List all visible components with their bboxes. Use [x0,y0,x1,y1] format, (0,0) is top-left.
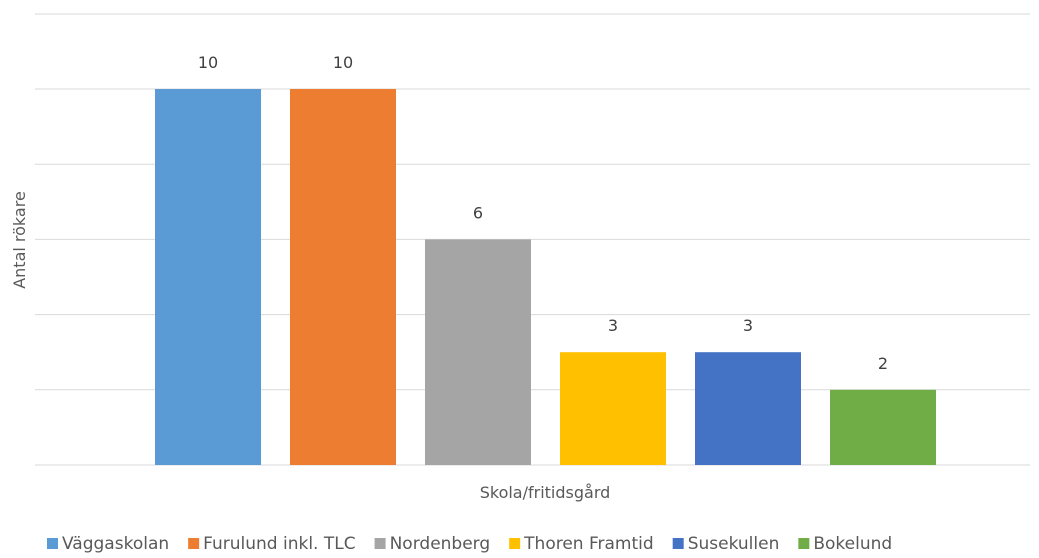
legend-item-1: Väggaskolan [47,534,169,554]
legend-swatch [374,538,386,549]
legend-swatch [509,538,521,549]
bars [155,89,936,465]
legend-swatch [798,538,810,549]
legend-label: Nordenberg [390,534,491,554]
data-label-5: 3 [743,316,753,335]
data-labels: 10 10 6 3 3 2 [198,53,888,373]
legend-swatch [47,538,58,549]
legend-item-3: Nordenberg [374,534,491,554]
legend-item-4: Thoren Framtid [509,534,654,554]
legend-item-6: Bokelund [798,534,892,554]
legend-swatch [188,538,200,549]
data-label-6: 2 [878,354,888,373]
bar-1 [155,89,261,465]
bar-4 [560,352,666,465]
legend-label: Bokelund [813,534,892,554]
legend-label: Thoren Framtid [523,534,654,554]
bar-5 [695,352,801,465]
legend-label: Furulund inkl. TLC [203,534,355,554]
data-label-1: 10 [198,53,218,72]
legend-swatch [672,538,684,549]
legend-label: Susekullen [688,534,780,554]
bar-2 [290,89,396,465]
x-axis-title: Skola/fritidsgård [480,483,611,502]
bar-3 [425,239,531,465]
legend: Väggaskolan Furulund inkl. TLC Nordenberg T… [47,534,892,554]
legend-item-5: Susekullen [672,534,780,554]
data-label-4: 3 [608,316,618,335]
legend-label: Väggaskolan [62,534,169,554]
legend-item-2: Furulund inkl. TLC [188,534,356,554]
data-label-2: 10 [333,53,353,72]
y-axis-title: Antal rökare [10,191,29,289]
data-label-3: 6 [473,203,483,222]
bar-6 [830,389,936,465]
